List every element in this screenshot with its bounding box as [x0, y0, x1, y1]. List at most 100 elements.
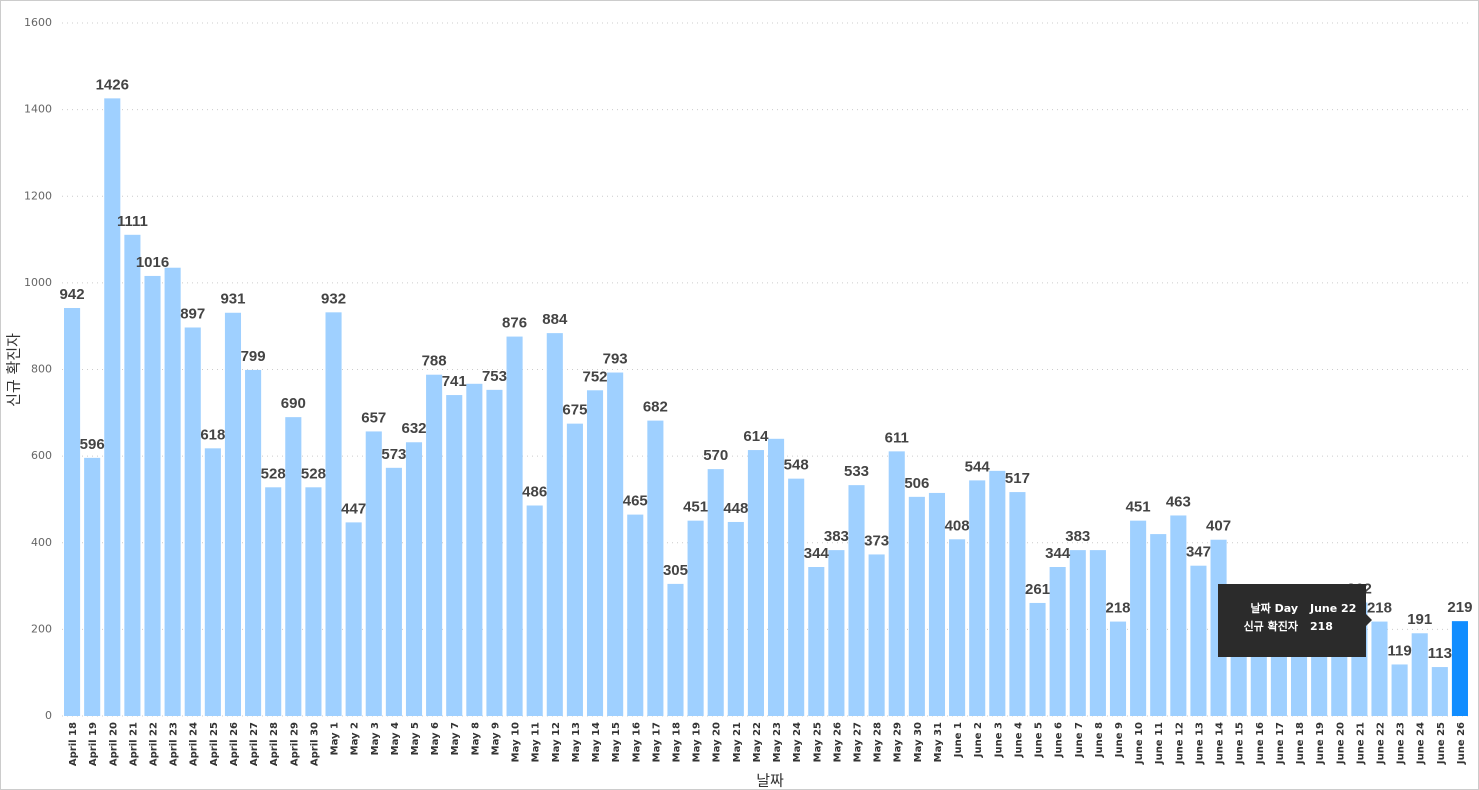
x-tick-label: June 23 — [1396, 722, 1407, 765]
x-tick-label: April 20 — [108, 722, 119, 766]
x-tick-label: May 23 — [772, 722, 783, 762]
y-axis-label: 신규 확진자 — [5, 333, 23, 407]
data-label: 682 — [643, 399, 668, 416]
data-label: 753 — [482, 368, 507, 385]
data-label: 517 — [1005, 470, 1030, 487]
x-tick-label: June 6 — [1054, 722, 1065, 758]
bar — [506, 336, 523, 716]
bar — [1411, 633, 1428, 716]
x-tick-label: June 5 — [1034, 722, 1045, 758]
data-label: 657 — [361, 409, 386, 426]
bar — [385, 467, 402, 716]
x-tick-label: June 17 — [1275, 722, 1286, 765]
bar — [345, 522, 362, 716]
y-tick-label: 200 — [31, 622, 52, 635]
bar — [325, 312, 342, 716]
bar — [768, 438, 785, 716]
data-label: 451 — [683, 499, 708, 516]
x-tick-label: June 1 — [953, 722, 964, 758]
x-tick-label: May 24 — [792, 722, 803, 762]
x-tick-label: May 31 — [933, 722, 944, 762]
x-tick-label: May 10 — [511, 722, 522, 762]
x-tick-label: May 3 — [370, 722, 381, 755]
x-tick-label: May 28 — [873, 722, 884, 762]
data-label: 793 — [603, 351, 628, 368]
x-tick-label: May 7 — [450, 722, 461, 755]
bar — [305, 487, 322, 716]
x-tick-label: June 8 — [1094, 722, 1105, 758]
x-tick-label: June 20 — [1335, 722, 1346, 765]
bar — [486, 389, 503, 716]
x-tick-label: May 9 — [490, 722, 501, 755]
bar — [989, 470, 1006, 716]
x-tick-label: May 29 — [893, 722, 904, 762]
bar — [687, 520, 704, 716]
bar — [848, 485, 865, 716]
bar — [124, 234, 141, 716]
tooltip-key: 날짜 Day — [1251, 601, 1298, 615]
y-tick-label: 1400 — [24, 103, 52, 116]
tooltip-value: 218 — [1310, 620, 1333, 633]
data-label: 219 — [1447, 599, 1472, 616]
data-label: 344 — [804, 545, 830, 562]
bar — [928, 492, 946, 716]
data-label: 632 — [401, 420, 426, 437]
x-tick-label: April 28 — [269, 722, 280, 766]
bar — [667, 583, 684, 716]
bar — [647, 420, 664, 716]
data-label: 1426 — [96, 76, 129, 93]
data-label: 506 — [904, 475, 929, 492]
bar — [1150, 534, 1167, 716]
bar — [868, 554, 885, 716]
x-tick-label: May 21 — [732, 722, 743, 762]
x-tick-label: May 18 — [671, 722, 682, 762]
bar — [566, 423, 583, 716]
x-tick-label: May 5 — [410, 722, 421, 755]
data-label: 618 — [200, 426, 225, 443]
bar — [1009, 492, 1026, 716]
x-tick-label: May 4 — [390, 722, 401, 755]
data-label: 347 — [1186, 544, 1211, 561]
bar — [64, 307, 81, 716]
bar — [526, 505, 543, 716]
x-tick-label: June 10 — [1134, 722, 1145, 765]
data-label: 113 — [1428, 645, 1452, 662]
bar — [1391, 664, 1408, 716]
bar — [727, 521, 744, 716]
x-tick-label: April 19 — [88, 722, 99, 766]
x-tick-label: April 18 — [68, 722, 79, 766]
tooltip-value: June 22 — [1309, 602, 1356, 615]
data-label: 614 — [743, 428, 769, 445]
x-tick-label: June 13 — [1194, 722, 1205, 765]
x-tick-label: June 24 — [1416, 722, 1427, 765]
data-label: 533 — [844, 463, 869, 480]
bar — [1431, 667, 1448, 716]
data-label: 344 — [1045, 545, 1071, 562]
bar — [1331, 646, 1348, 716]
data-label: 1016 — [136, 254, 169, 271]
bar — [1170, 515, 1187, 716]
x-tick-label: April 30 — [309, 722, 320, 766]
x-tick-label: May 19 — [692, 722, 703, 762]
bar — [607, 372, 624, 716]
x-tick-label: June 7 — [1074, 722, 1085, 758]
x-tick-label: May 17 — [651, 722, 662, 762]
bar — [747, 450, 764, 716]
bar — [546, 333, 563, 716]
data-label: 383 — [824, 528, 849, 545]
x-tick-label: May 15 — [611, 722, 622, 762]
bar — [808, 567, 825, 716]
bar — [908, 496, 925, 716]
bar — [586, 390, 604, 716]
bar — [446, 395, 463, 716]
bar — [104, 98, 121, 716]
bar — [1230, 646, 1247, 716]
data-label: 191 — [1407, 611, 1432, 628]
x-tick-label: June 19 — [1315, 722, 1326, 765]
data-label: 486 — [522, 483, 547, 500]
data-label: 876 — [502, 315, 527, 332]
data-label: 544 — [965, 458, 991, 475]
x-tick-label: April 26 — [229, 722, 240, 766]
x-tick-label: June 18 — [1295, 722, 1306, 765]
